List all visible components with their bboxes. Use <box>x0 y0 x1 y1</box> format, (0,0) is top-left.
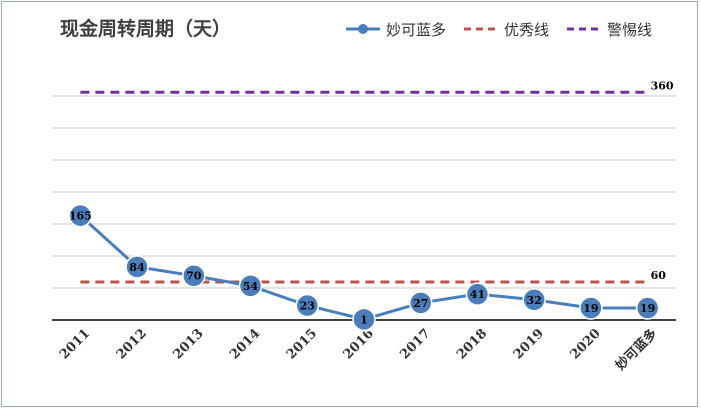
data-label: 54 <box>243 280 259 293</box>
data-label: 165 <box>69 210 92 223</box>
data-point <box>238 274 263 298</box>
x-tick-label: 2013 <box>170 326 206 362</box>
data-point <box>182 263 206 288</box>
data-point <box>125 255 149 279</box>
data-label: 41 <box>470 288 485 301</box>
x-tick-label: 2020 <box>568 326 604 362</box>
chart-title: 现金周转周期（天） <box>60 18 232 40</box>
ref-line-label: 360 <box>651 79 674 92</box>
series-line <box>79 214 648 321</box>
data-label: 23 <box>300 299 315 312</box>
data-point <box>635 296 660 320</box>
data-label: 27 <box>413 297 428 310</box>
data-label: 84 <box>129 261 145 274</box>
legend-item-warning: 警惕线 <box>567 19 652 40</box>
data-point <box>295 293 320 318</box>
data-point <box>465 282 490 306</box>
data-point <box>68 203 93 228</box>
legend-label-excellent: 优秀线 <box>504 20 550 39</box>
x-tick-label: 2017 <box>397 326 433 362</box>
data-label: 32 <box>527 294 542 307</box>
legend-label-series: 妙可蓝多 <box>386 20 447 39</box>
data-label: 70 <box>186 270 202 283</box>
x-tick-label: 妙可蓝多 <box>612 326 660 374</box>
legend-item-excellent: 优秀线 <box>464 19 549 40</box>
legend-marker-warning <box>567 27 602 31</box>
data-point <box>352 307 376 332</box>
data-point <box>579 296 603 320</box>
data-label: 1 <box>360 313 368 326</box>
legend-marker-excellent <box>464 27 499 31</box>
x-tick-label: 2015 <box>284 326 320 362</box>
x-tick-label: 2011 <box>57 326 93 362</box>
x-tick-label: 2016 <box>341 326 377 362</box>
legend-item-series: 妙可蓝多 <box>346 19 446 40</box>
data-label: 19 <box>640 302 655 315</box>
legend-marker-line <box>346 24 380 34</box>
ref-line-label: 60 <box>651 269 667 282</box>
legend: 妙可蓝多 优秀线 警惕线 <box>346 18 652 40</box>
legend-label-warning: 警惕线 <box>607 20 653 39</box>
x-tick-label: 2018 <box>454 326 490 362</box>
data-point <box>522 288 546 312</box>
data-label: 19 <box>583 302 598 315</box>
data-point <box>408 291 433 315</box>
x-tick-label: 2012 <box>114 326 150 362</box>
x-tick-label: 2014 <box>227 326 263 362</box>
x-tick-label: 2019 <box>511 326 547 362</box>
